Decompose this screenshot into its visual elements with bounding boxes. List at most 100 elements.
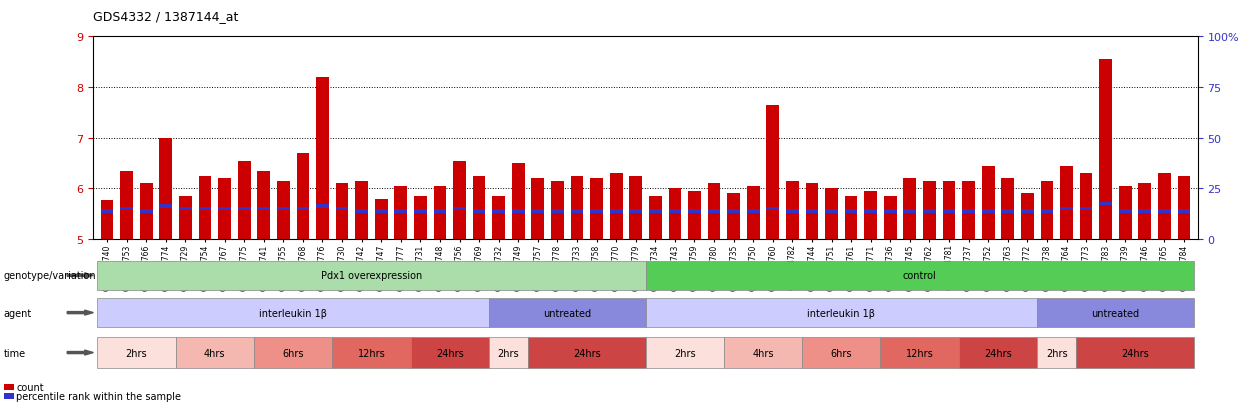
Bar xyxy=(415,210,427,214)
Text: 24hrs: 24hrs xyxy=(436,348,463,358)
Bar xyxy=(707,184,721,240)
Bar xyxy=(101,200,113,240)
Bar xyxy=(649,210,661,214)
Bar xyxy=(473,176,486,240)
Text: GDS4332 / 1387144_at: GDS4332 / 1387144_at xyxy=(93,10,239,23)
Bar xyxy=(276,207,290,211)
Bar xyxy=(767,207,779,211)
Bar xyxy=(786,181,799,240)
Text: untreated: untreated xyxy=(1092,308,1139,318)
Bar xyxy=(880,337,959,368)
Bar xyxy=(962,210,975,214)
Bar xyxy=(959,337,1037,368)
Bar xyxy=(727,210,740,214)
Bar xyxy=(179,207,192,211)
Text: agent: agent xyxy=(4,308,32,318)
Bar xyxy=(336,207,349,211)
Bar xyxy=(1119,186,1132,240)
Text: 4hrs: 4hrs xyxy=(752,348,773,358)
Bar xyxy=(512,210,524,214)
Bar xyxy=(139,210,153,214)
Text: 2hrs: 2hrs xyxy=(1046,348,1067,358)
Bar xyxy=(139,184,153,240)
Text: time: time xyxy=(4,348,26,358)
Bar xyxy=(570,210,584,214)
Bar xyxy=(159,205,172,209)
Text: control: control xyxy=(903,271,936,281)
Bar xyxy=(238,161,250,240)
Bar xyxy=(552,210,564,214)
Bar xyxy=(590,179,603,240)
Bar xyxy=(489,337,528,368)
Bar xyxy=(806,184,818,240)
Bar xyxy=(218,179,230,240)
Text: 6hrs: 6hrs xyxy=(283,348,304,358)
Text: genotype/variation: genotype/variation xyxy=(4,271,96,281)
Text: 2hrs: 2hrs xyxy=(674,348,696,358)
Bar xyxy=(415,197,427,240)
Text: 24hrs: 24hrs xyxy=(984,348,1012,358)
Bar xyxy=(645,299,1037,327)
Bar xyxy=(1079,207,1092,211)
Text: percentile rank within the sample: percentile rank within the sample xyxy=(16,391,182,401)
Bar xyxy=(864,210,876,214)
Bar xyxy=(1099,60,1112,240)
Bar xyxy=(904,179,916,240)
Bar xyxy=(199,176,212,240)
Text: 24hrs: 24hrs xyxy=(1122,348,1149,358)
Text: 2hrs: 2hrs xyxy=(498,348,519,358)
Bar xyxy=(1079,174,1092,240)
Bar xyxy=(395,210,407,214)
Bar xyxy=(492,210,505,214)
Bar xyxy=(1158,210,1170,214)
Bar xyxy=(727,194,740,240)
Bar xyxy=(411,337,489,368)
Text: 24hrs: 24hrs xyxy=(573,348,600,358)
Bar xyxy=(433,186,446,240)
Bar xyxy=(923,181,936,240)
Bar xyxy=(590,210,603,214)
Bar xyxy=(645,261,1194,290)
Text: 12hrs: 12hrs xyxy=(906,348,934,358)
Text: Pdx1 overexpression: Pdx1 overexpression xyxy=(321,271,422,281)
Bar xyxy=(453,207,466,211)
Bar xyxy=(238,207,250,211)
Bar xyxy=(1158,174,1170,240)
Bar xyxy=(747,210,759,214)
Bar xyxy=(552,181,564,240)
Bar xyxy=(395,186,407,240)
Bar xyxy=(942,210,955,214)
Bar xyxy=(492,197,505,240)
Bar xyxy=(1119,210,1132,214)
Bar xyxy=(121,207,133,211)
Text: interleukin 1β: interleukin 1β xyxy=(259,308,327,318)
Bar xyxy=(864,192,876,240)
Bar xyxy=(688,192,701,240)
Bar xyxy=(1001,179,1015,240)
Bar xyxy=(355,181,369,240)
Bar xyxy=(1001,210,1015,214)
Bar xyxy=(669,189,681,240)
Bar xyxy=(97,337,176,368)
Bar xyxy=(473,210,486,214)
Bar xyxy=(669,210,681,214)
Bar xyxy=(218,207,230,211)
Text: 4hrs: 4hrs xyxy=(204,348,225,358)
Bar xyxy=(845,210,858,214)
Bar xyxy=(923,210,936,214)
Bar xyxy=(355,210,369,214)
Bar xyxy=(884,210,896,214)
Text: 12hrs: 12hrs xyxy=(357,348,385,358)
Bar xyxy=(1138,210,1152,214)
Bar xyxy=(962,181,975,240)
Bar xyxy=(1041,210,1053,214)
Bar xyxy=(276,181,290,240)
Bar xyxy=(610,174,622,240)
Text: 6hrs: 6hrs xyxy=(830,348,852,358)
Bar xyxy=(767,105,779,240)
Bar xyxy=(630,176,642,240)
Bar xyxy=(610,210,622,214)
Bar xyxy=(532,210,544,214)
Bar xyxy=(1061,207,1073,211)
Bar xyxy=(942,181,955,240)
